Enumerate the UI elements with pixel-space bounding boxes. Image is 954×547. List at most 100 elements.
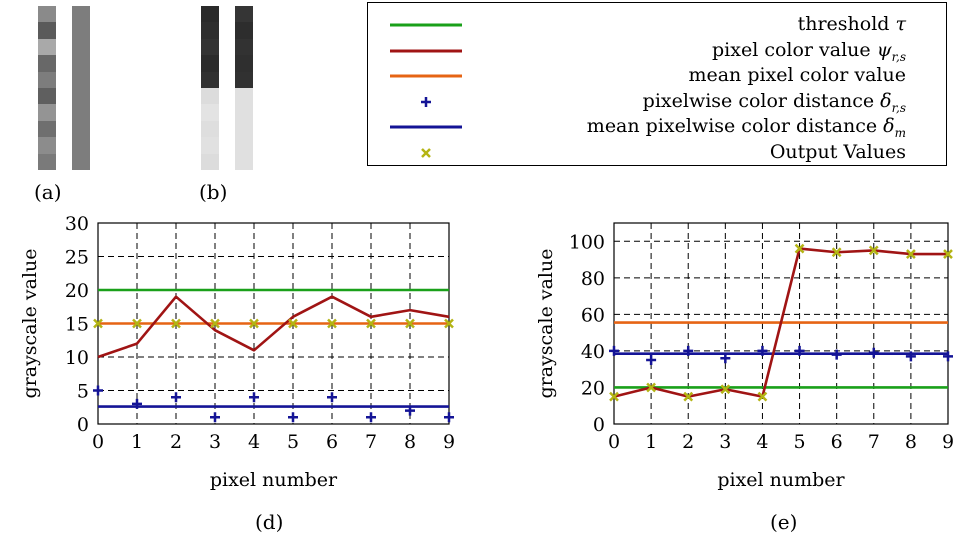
x-tick-label: 7: [365, 431, 377, 453]
output-point: [171, 318, 181, 329]
output-point: [831, 247, 842, 258]
output-point: [444, 318, 454, 329]
image-b-right-cell: [235, 6, 253, 23]
output-point: [327, 318, 337, 329]
y-tick-label: 100: [569, 231, 605, 253]
distance-point: [646, 355, 657, 366]
y-tick-label: 10: [65, 347, 89, 369]
distance-point: [794, 345, 805, 356]
y-tick-label: 0: [77, 414, 89, 436]
output-point: [943, 249, 953, 259]
y-tick-label: 30: [65, 213, 89, 235]
image-b-left-cell: [201, 6, 219, 23]
image-a-left-column: [38, 6, 56, 171]
image-a-right-cell: [72, 88, 90, 105]
x-axis-label: pixel number: [210, 469, 338, 491]
output-point: [720, 384, 731, 395]
image-b-strip: [201, 6, 261, 171]
image-b-left-cell: [201, 153, 219, 171]
image-b-right-cell: [235, 120, 253, 138]
image-a-left-cell: [38, 55, 56, 73]
legend-label: threshold τ: [797, 13, 906, 35]
image-b-right-cell: [235, 137, 253, 155]
x-tick-label: 2: [682, 431, 694, 453]
distance-point: [366, 412, 376, 423]
output-point: [366, 318, 376, 329]
image-b-right-cell: [235, 71, 253, 89]
legend-symbol-icon: [390, 23, 462, 27]
x-tick-label: 1: [131, 431, 143, 453]
image-b-left-cell: [201, 88, 219, 105]
x-tick-label: 8: [905, 431, 917, 453]
y-tick-label: 0: [593, 414, 605, 436]
y-tick-label: 60: [581, 304, 605, 326]
image-a-left-cell: [38, 22, 56, 40]
image-a-left-cell: [38, 137, 56, 155]
image-a-right-column: [72, 6, 90, 171]
x-tick-label: 5: [794, 431, 806, 453]
x-tick-label: 1: [645, 431, 657, 453]
image-b-right-cell: [235, 104, 253, 122]
image-b-left-cell: [201, 55, 219, 73]
output-point: [906, 249, 916, 259]
image-a-right-cell: [72, 104, 90, 122]
y-tick-label: 5: [77, 381, 89, 403]
pixel-value-line: [613, 247, 948, 398]
distance-point: [444, 412, 454, 423]
y-tick-label: 20: [581, 377, 605, 399]
legend-symbol-icon: [421, 96, 431, 107]
distance-point: [868, 347, 879, 358]
x-tick-label: 0: [608, 431, 620, 453]
y-axis-label: grayscale value: [535, 248, 557, 398]
image-b-right-column: [235, 6, 253, 171]
legend-symbol-icon: [390, 74, 462, 78]
output-point: [93, 318, 103, 329]
output-point: [210, 318, 220, 329]
y-tick-label: 25: [65, 247, 89, 269]
output-point: [609, 391, 619, 402]
distance-point: [683, 345, 694, 356]
x-tick-label: 6: [831, 431, 843, 453]
x-tick-label: 8: [404, 431, 416, 453]
image-a-left-cell: [38, 104, 56, 122]
legend-symbol-icon: [421, 147, 431, 158]
y-tick-label: 40: [581, 341, 605, 363]
image-a-right-cell: [72, 71, 90, 89]
pixel-value-line: [97, 295, 450, 359]
image-a-right-cell: [72, 153, 90, 171]
distance-point: [210, 412, 220, 423]
legend-label: pixelwise color distance δr,s: [642, 89, 906, 115]
x-tick-label: 6: [326, 431, 338, 453]
image-b-left-cell: [201, 22, 219, 40]
distance-point: [171, 392, 181, 403]
x-tick-label: 9: [942, 431, 954, 453]
image-b-left-cell: [201, 137, 219, 155]
caption-e: (e): [770, 510, 798, 534]
legend-item: pixel color value ψr,s: [368, 39, 946, 63]
x-axis-label: pixel number: [717, 469, 845, 491]
output-point: [249, 318, 259, 329]
legend-label: mean pixelwise color distance δm: [586, 115, 906, 140]
image-a-left-cell: [38, 120, 56, 138]
legend-item: mean pixelwise color distance δm: [368, 115, 946, 140]
image-a-right-cell: [72, 120, 90, 138]
x-tick-label: 0: [92, 431, 104, 453]
output-point: [757, 391, 768, 402]
image-a-left-cell: [38, 153, 56, 171]
y-tick-label: 20: [65, 280, 89, 302]
distance-point: [132, 398, 142, 409]
caption-a: (a): [34, 180, 62, 204]
image-a-right-cell: [72, 38, 90, 56]
image-a-left-cell: [38, 38, 56, 56]
image-a-right-cell: [72, 137, 90, 155]
distance-point: [93, 385, 103, 396]
output-point: [405, 318, 415, 329]
distance-point: [288, 412, 298, 423]
legend: threshold τ pixel color value ψr,s mean pi…: [367, 2, 947, 166]
caption-d: (d): [255, 510, 284, 534]
legend-item: threshold τ: [368, 13, 946, 37]
x-tick-label: 2: [170, 431, 182, 453]
distance-point: [249, 392, 259, 403]
y-tick-label: 80: [581, 268, 605, 290]
output-point: [683, 391, 694, 402]
